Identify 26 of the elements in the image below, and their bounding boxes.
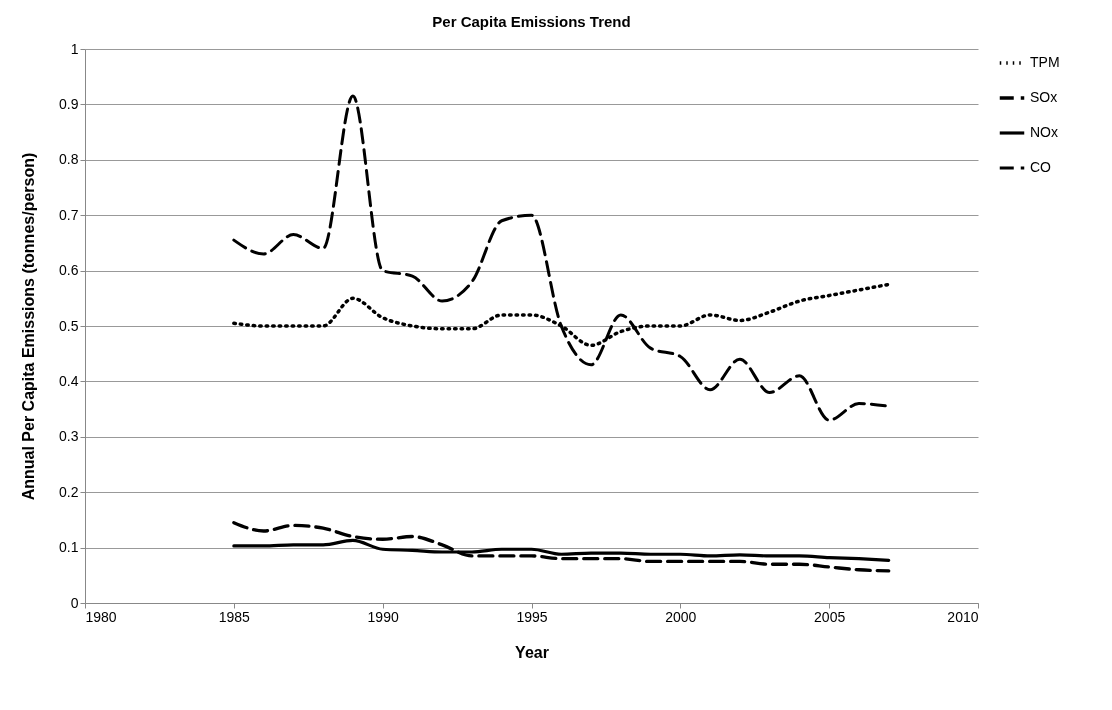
y-tick-label: 0.1 — [59, 539, 79, 556]
x-tick-label: 2005 — [814, 608, 846, 625]
y-tick-label: 0 — [70, 594, 79, 611]
x-tick-label: 2010 — [947, 608, 979, 625]
y-tick-label: 0.8 — [59, 151, 79, 168]
x-tick-label: 1980 — [85, 608, 117, 625]
y-tick-label: 0.6 — [59, 262, 79, 279]
legend-label: SOx — [1030, 89, 1058, 105]
y-tick-label: 0.5 — [59, 317, 79, 334]
chart-title: Per Capita Emissions Trend — [432, 13, 631, 30]
x-axis-title: Year — [515, 643, 549, 661]
legend-label: NOx — [1030, 124, 1058, 140]
x-tick-label: 1990 — [367, 608, 399, 625]
y-tick-label: 0.2 — [59, 483, 79, 500]
legend-label: TPM — [1030, 54, 1060, 70]
y-tick-label: 0.3 — [59, 428, 79, 445]
x-tick-label: 2000 — [665, 608, 697, 625]
y-axis-title: Annual Per Capita Emissions (tonnes/person) — [20, 152, 38, 501]
x-tick-label: 1985 — [218, 608, 251, 625]
y-tick-label: 0.4 — [59, 372, 79, 389]
y-tick-label: 1 — [70, 40, 79, 57]
line-series — [232, 521, 891, 573]
legend-label: CO — [1030, 159, 1052, 175]
y-tick-label: 0.9 — [59, 95, 79, 112]
y-tick-label: 0.7 — [59, 206, 79, 223]
x-tick-label: 1995 — [516, 608, 548, 625]
